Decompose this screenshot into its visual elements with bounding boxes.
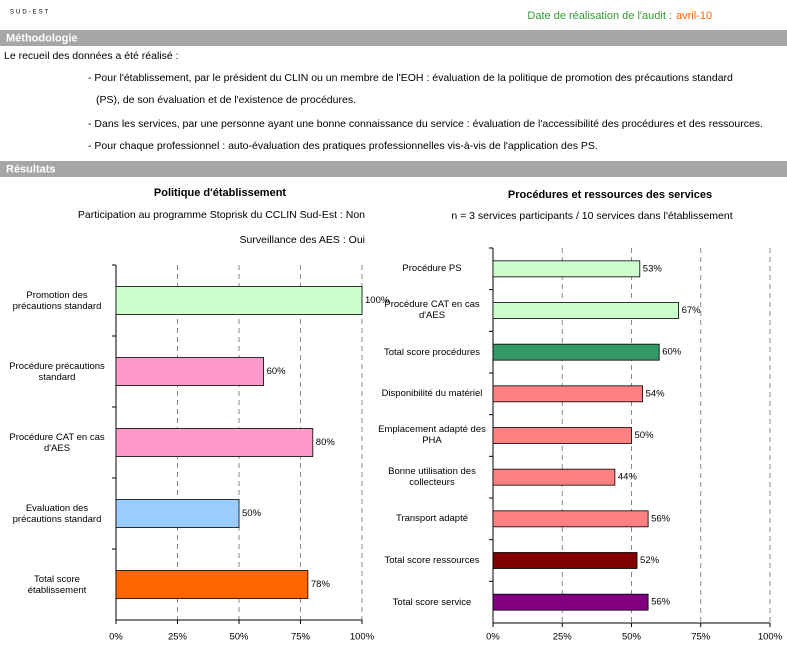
- category-label: Transport adapté: [396, 513, 468, 525]
- chart-title: Procédures et ressources des services: [508, 189, 712, 201]
- chart-subtitle: n = 3 services participants / 10 service…: [451, 210, 732, 222]
- value-label: 56%: [651, 513, 671, 524]
- bar: [492, 427, 632, 444]
- bar: [492, 385, 643, 403]
- chart-subtitle: Surveillance des AES : Oui: [240, 234, 365, 246]
- bar: [492, 468, 616, 486]
- bar: [492, 343, 660, 361]
- value-label: 67%: [682, 305, 702, 316]
- bar: [492, 552, 638, 569]
- bar: [492, 593, 649, 611]
- x-tick-label: 50%: [229, 632, 249, 643]
- category-label: Procédure PS: [402, 263, 462, 275]
- category-label: Procédure précautions standard: [9, 360, 105, 383]
- x-tick-label: 50%: [622, 632, 642, 643]
- category-label: Total score établissement: [27, 573, 87, 596]
- value-label: 54%: [646, 388, 666, 399]
- value-label: 50%: [242, 508, 262, 519]
- section-bar: [0, 161, 787, 177]
- logo: SUD-EST: [10, 10, 50, 16]
- x-tick-label: 100%: [758, 632, 783, 643]
- section-title: Résultats: [6, 163, 56, 175]
- category-label-text: Evaluation des précautions standard: [12, 502, 102, 525]
- bar: [115, 286, 363, 315]
- value-label: 80%: [316, 437, 336, 448]
- bar: [115, 428, 314, 457]
- category-label-text: Total score procédures: [383, 346, 481, 358]
- category-label: Disponibilité du matériel: [381, 388, 483, 400]
- x-tick-label: 75%: [291, 632, 311, 643]
- category-label-text: Total score établissement: [27, 573, 87, 596]
- category-label-text: Procédure précautions standard: [9, 360, 105, 383]
- value-label: 52%: [640, 555, 660, 566]
- section-bar: [0, 30, 787, 46]
- category-label: Procédure CAT en cas d'AES: [384, 299, 480, 322]
- category-label: Promotion des précautions standard: [12, 289, 102, 312]
- category-label-text: Total score ressources: [384, 554, 480, 566]
- category-label: Total score ressources: [384, 554, 480, 566]
- category-label: Emplacement adapté des PHA: [378, 424, 486, 447]
- category-label-text: Procédure PS: [402, 263, 462, 275]
- x-tick-label: 75%: [691, 632, 711, 643]
- value-label: 44%: [618, 472, 638, 483]
- chart-title: Politique d'établissement: [154, 187, 287, 199]
- category-label-text: Promotion des précautions standard: [12, 289, 102, 312]
- category-label-text: Emplacement adapté des PHA: [378, 424, 486, 447]
- bar: [492, 302, 679, 319]
- category-label-text: Procédure CAT en cas d'AES: [9, 431, 105, 454]
- category-label-text: Total score service: [392, 596, 472, 608]
- value-label: 50%: [635, 430, 655, 441]
- value-label: 56%: [651, 597, 671, 608]
- date: avril-10: [676, 10, 712, 22]
- category-label: Total score procédures: [383, 346, 481, 358]
- method-line: - Pour chaque professionnel : auto-évalu…: [88, 140, 598, 152]
- section-title: Méthodologie: [6, 32, 78, 44]
- x-tick-label: 25%: [168, 632, 188, 643]
- category-label: Bonne utilisation des collecteurs: [388, 466, 476, 489]
- x-tick-label: 0%: [486, 632, 500, 643]
- bar: [492, 510, 649, 528]
- value-label: 100%: [365, 295, 390, 306]
- value-label: 60%: [662, 347, 682, 358]
- value-label: 78%: [311, 579, 331, 590]
- bar: [115, 499, 240, 528]
- method-line: (PS), de son évaluation et de l'existenc…: [96, 94, 356, 106]
- bar: [115, 357, 265, 386]
- method-line: - Pour l'établissement, par le président…: [88, 72, 733, 84]
- category-label: Total score service: [392, 596, 472, 608]
- method-line: - Dans les services, par une personne ay…: [88, 118, 763, 130]
- bar: [492, 260, 641, 278]
- value-label: 53%: [643, 263, 663, 274]
- category-label-text: Procédure CAT en cas d'AES: [384, 299, 480, 322]
- intro: Le recueil des données a été réalisé :: [4, 50, 179, 62]
- bar: [115, 570, 309, 599]
- date-label: Date de réalisation de l'audit :: [527, 10, 672, 22]
- category-label-text: Transport adapté: [396, 513, 468, 525]
- category-label: Evaluation des précautions standard: [12, 502, 102, 525]
- x-tick-label: 0%: [109, 632, 123, 643]
- category-label-text: Disponibilité du matériel: [381, 388, 483, 400]
- x-tick-label: 100%: [350, 632, 375, 643]
- value-label: 60%: [267, 366, 287, 377]
- chart-subtitle: Participation au programme Stoprisk du C…: [78, 209, 365, 221]
- x-tick-label: 25%: [553, 632, 573, 643]
- category-label: Procédure CAT en cas d'AES: [9, 431, 105, 454]
- category-label-text: Bonne utilisation des collecteurs: [388, 466, 476, 489]
